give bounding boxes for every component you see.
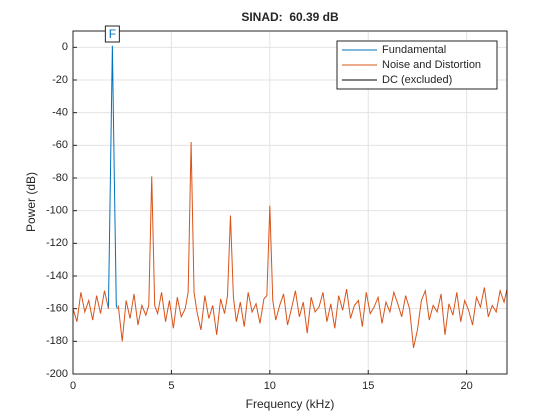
series-line [107, 45, 118, 309]
axes-box [72, 30, 508, 375]
y-tick-label: -160 [46, 303, 68, 315]
y-axis-label: Power (dB) [24, 172, 38, 232]
y-tick-label: -20 [52, 74, 68, 86]
y-tick-label: -60 [52, 139, 68, 151]
legend-label: Noise and Distortion [382, 59, 481, 71]
annotation-box [104, 25, 120, 43]
legend-label: Fundamental [382, 44, 446, 56]
y-tick-label: -140 [46, 270, 68, 282]
x-tick-label: 5 [168, 380, 174, 392]
annotation: F [109, 27, 116, 41]
x-axis-label: Frequency (kHz) [246, 397, 335, 411]
y-tick-label: -180 [46, 335, 68, 347]
x-tick-label: 0 [70, 380, 76, 392]
x-tick-label: 10 [264, 380, 276, 392]
x-tick-label: 20 [461, 380, 473, 392]
chart-title: SINAD: 60.39 dB [241, 10, 339, 24]
y-tick-label: -200 [46, 368, 68, 380]
y-tick-label: -80 [52, 172, 68, 184]
y-tick-label: -120 [46, 237, 68, 249]
y-tick-label: -40 [52, 107, 68, 119]
y-tick-label: 0 [62, 41, 68, 53]
y-tick-label: -100 [46, 205, 68, 217]
legend-label: DC (excluded) [382, 74, 452, 86]
x-tick-label: 15 [362, 380, 374, 392]
series-line [72, 142, 508, 348]
